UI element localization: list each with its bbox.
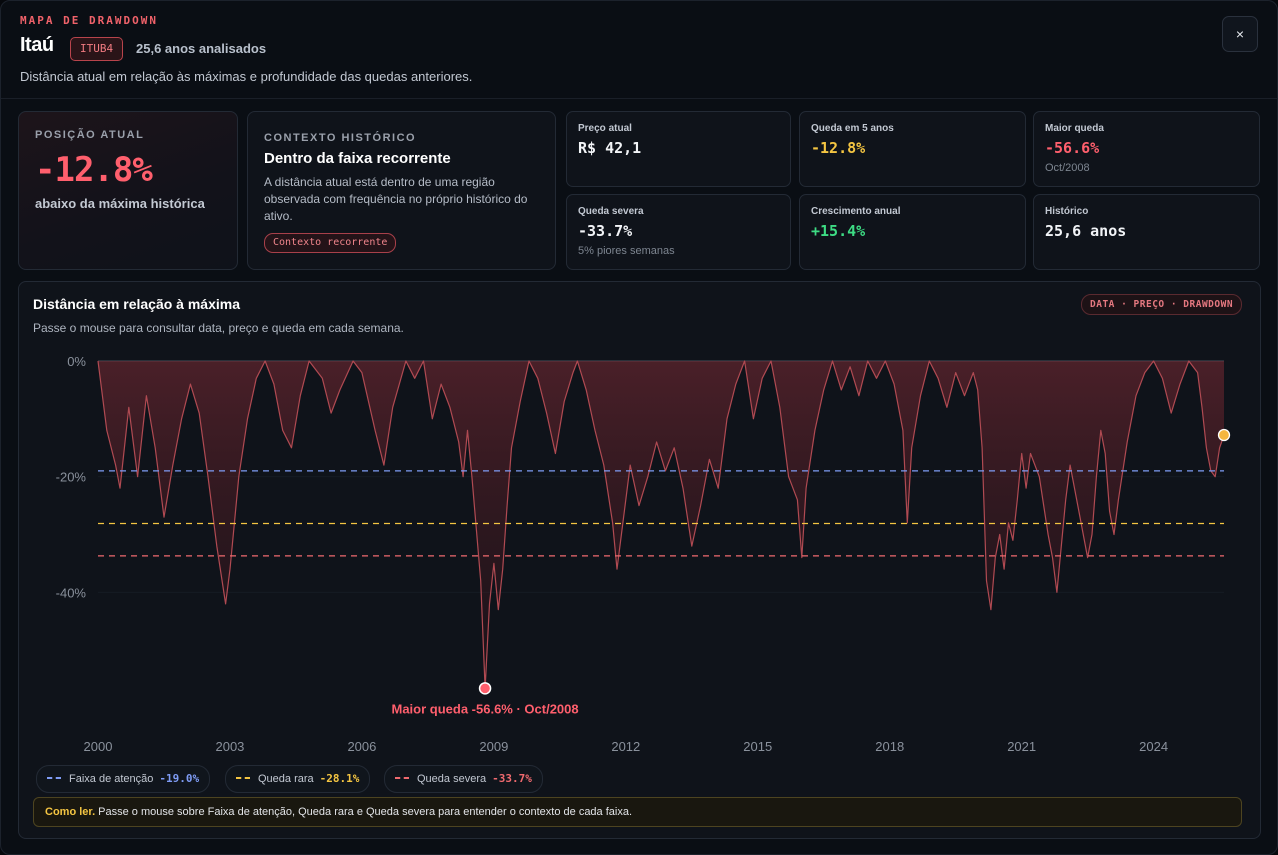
stat-value: -12.8%: [811, 139, 866, 157]
modal-subtitle: Distância atual em relação às máximas e …: [20, 69, 473, 84]
x-tick-label: 2006: [347, 739, 376, 754]
stat-label: Preço atual: [578, 123, 632, 134]
stat-label: Histórico: [1045, 206, 1089, 217]
max-drop-marker[interactable]: [478, 682, 492, 695]
legend-label: Faixa de atenção: [69, 773, 154, 785]
x-tick-label: 2024: [1139, 739, 1168, 754]
y-tick-label: 0%: [67, 354, 86, 369]
x-tick-label: 2000: [84, 739, 113, 754]
x-tick-label: 2012: [611, 739, 640, 754]
stat-value: R$ 42,1: [578, 139, 642, 157]
modal-header: MAPA DE DRAWDOWN Itaú ITUB4 25,6 anos an…: [1, 1, 1277, 99]
legend-value: -19.0%: [159, 772, 200, 785]
stat-current-price: Preço atual R$ 42,1: [566, 111, 791, 187]
asset-title: Itaú: [20, 34, 54, 56]
context-title: Dentro da faixa recorrente: [264, 150, 451, 167]
stat-label: Queda em 5 anos: [811, 123, 894, 134]
chart-tag: DATA · PREÇO · DRAWDOWN: [1081, 294, 1243, 315]
stat-drop-5y: Queda em 5 anos -12.8%: [799, 111, 1026, 187]
how-to-read-text: Passe o mouse sobre Faixa de atenção, Qu…: [95, 806, 633, 818]
how-to-read-note: Como ler. Passe o mouse sobre Faixa de a…: [33, 797, 1242, 827]
position-caption: abaixo da máxima histórica: [35, 196, 205, 211]
stat-max-drop: Maior queda -56.6% Oct/2008: [1033, 111, 1260, 187]
stat-sub: 5% piores semanas: [578, 245, 675, 257]
x-tick-label: 2021: [1007, 739, 1036, 754]
stat-label: Queda severa: [578, 206, 644, 217]
x-tick-label: 2003: [215, 739, 244, 754]
close-icon: ×: [1235, 26, 1245, 42]
stat-value: 25,6 anos: [1045, 222, 1127, 240]
dashed-line-icon: [47, 777, 61, 780]
stat-value: -56.6%: [1045, 139, 1100, 157]
legend-rare[interactable]: Queda rara -28.1%: [225, 765, 371, 793]
stat-label: Maior queda: [1045, 123, 1104, 134]
close-button[interactable]: ×: [1222, 16, 1258, 52]
ticker-badge: ITUB4: [70, 37, 124, 61]
x-tick-label: 2009: [479, 739, 508, 754]
chart-title: Distância em relação à máxima: [33, 296, 241, 312]
legend-label: Queda severa: [417, 773, 487, 785]
max-drop-label: Maior queda -56.6% · Oct/2008: [392, 701, 579, 716]
stat-history: Histórico 25,6 anos: [1033, 194, 1260, 270]
years-analyzed: 25,6 anos analisados: [136, 41, 267, 56]
how-to-read-lead: Como ler.: [45, 806, 96, 818]
drawdown-line: [97, 360, 1225, 689]
dashed-line-icon: [395, 777, 409, 780]
current-position-card: POSIÇÃO ATUAL -12.8% abaixo da máxima hi…: [18, 111, 238, 270]
chart-subtitle: Passe o mouse para consultar data, preço…: [33, 321, 404, 335]
y-tick-label: -40%: [56, 585, 87, 600]
stat-annual-growth: Crescimento anual +15.4%: [799, 194, 1026, 270]
x-tick-label: 2015: [743, 739, 772, 754]
context-label: CONTEXTO HISTÓRICO: [264, 132, 417, 144]
drawdown-chart[interactable]: 0% -20% -40% 2000 2003 2006 2009 2012 2015 2018 20…: [19, 282, 1260, 762]
drawdown-area: [98, 361, 1224, 689]
legend-value: -28.1%: [319, 772, 360, 785]
legend-severe[interactable]: Queda severa -33.7%: [384, 765, 543, 793]
dashed-line-icon: [236, 777, 250, 780]
context-badge: Contexto recorrente: [264, 233, 397, 253]
y-tick-label: -20%: [56, 470, 87, 485]
drawdown-chart-card: Distância em relação à máxima Passe o mo…: [18, 281, 1261, 839]
legend-attention[interactable]: Faixa de atenção -19.0%: [36, 765, 211, 793]
stat-value: -33.7%: [578, 222, 633, 240]
historical-context-card: CONTEXTO HISTÓRICO Dentro da faixa recor…: [247, 111, 556, 270]
stat-label: Crescimento anual: [811, 206, 901, 217]
stat-severe-drop: Queda severa -33.7% 5% piores semanas: [566, 194, 791, 270]
legend-value: -33.7%: [492, 772, 532, 785]
position-label: POSIÇÃO ATUAL: [35, 129, 145, 141]
modal-kicker: MAPA DE DRAWDOWN: [20, 14, 158, 27]
stat-value: +15.4%: [811, 222, 866, 240]
current-position-marker[interactable]: [1217, 428, 1231, 442]
x-tick-label: 2018: [875, 739, 904, 754]
legend-label: Queda rara: [258, 773, 314, 785]
context-text: A distância atual está dentro de uma reg…: [264, 175, 528, 223]
stat-sub: Oct/2008: [1045, 162, 1090, 174]
position-value: -12.8%: [35, 150, 153, 190]
